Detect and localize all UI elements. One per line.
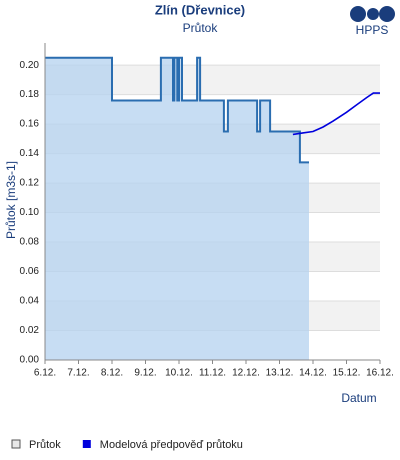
x-tick-label: 14.12. [299,368,327,379]
x-tick-label: 9.12. [134,368,156,379]
logo-text: HPPS [356,23,389,37]
x-tick-label: 13.12. [266,368,294,379]
y-tick-label: 0.10 [20,207,40,218]
y-tick-label: 0.04 [20,296,40,307]
x-tick-label: 10.12. [165,368,193,379]
y-tick-label: 0.08 [20,237,40,248]
x-tick-label: 12.12. [232,368,260,379]
x-tick-label: 7.12. [67,368,89,379]
legend-label: Průtok [29,439,61,451]
legend-label: Modelová předpověď průtoku [100,439,243,451]
x-tick-label: 16.12. [366,368,394,379]
x-tick-label: 8.12. [101,368,123,379]
line [292,92,380,136]
x-tick-label: 6.12. [34,368,56,379]
y-tick-label: 0.12 [20,178,40,189]
y-tick-label: 0.16 [20,119,40,130]
line [45,56,309,164]
chart-subtitle: Průtok [183,21,219,35]
x-tick-label: 11.12. [199,368,226,379]
y-tick-label: 0.02 [20,325,40,336]
y-tick-label: 0.00 [20,355,40,366]
y-tick-label: 0.14 [20,148,40,159]
legend-swatch [11,439,21,449]
y-tick-label: 0.06 [20,266,40,277]
y-tick-label: 0.18 [20,89,40,100]
area [45,57,309,360]
logo-icon [350,6,395,22]
x-axis-label: Datum [341,391,376,405]
legend-swatch [82,440,91,448]
y-axis-label: Průtok [m3s-1] [4,161,18,239]
chart-title: Zlín (Dřevnice) [155,2,245,17]
y-tick-label: 0.20 [20,60,40,71]
x-tick-label: 15.12. [333,368,361,379]
